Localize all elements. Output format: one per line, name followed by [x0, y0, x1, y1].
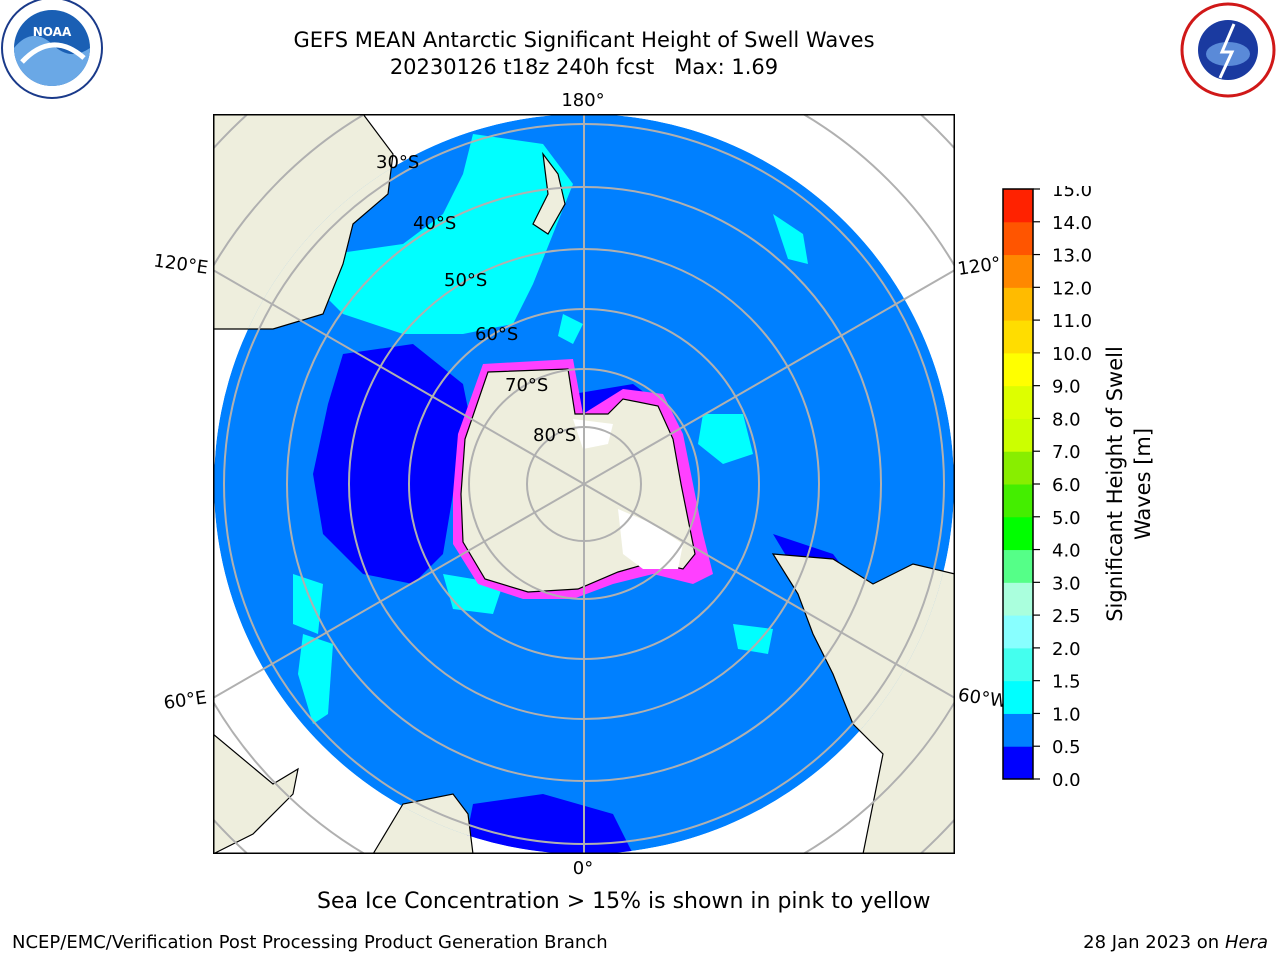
colorbar-tick-label: 15.0 — [1052, 186, 1092, 201]
chart-title-line1: GEFS MEAN Antarctic Significant Height o… — [293, 28, 875, 52]
footer-date-text: 28 Jan 2023 on — [1083, 932, 1225, 953]
colorbar-blocks — [1003, 189, 1033, 780]
colorbar-block — [1003, 451, 1033, 485]
new-zealand — [532, 151, 566, 235]
colorbar-label-line2: Waves [m] — [1131, 428, 1155, 540]
colorbar-tick-label: 4.0 — [1052, 541, 1081, 562]
chart-title-line2: 20230126 t18z 240h fcst Max: 1.69 — [389, 55, 779, 79]
lat-label-50s: 50°S — [444, 270, 487, 291]
colorbar-tick-label: 3.0 — [1052, 573, 1081, 594]
map-frame — [213, 114, 955, 854]
colorbar-tick-label: 11.0 — [1052, 311, 1092, 332]
colorbar-tick-label: 1.0 — [1052, 704, 1081, 725]
colorbar-tick-label: 10.0 — [1052, 344, 1092, 365]
colorbar-tick-label: 2.5 — [1052, 606, 1081, 627]
colorbar-block — [1003, 221, 1033, 256]
colorbar-block — [1003, 287, 1033, 321]
colorbar: 0.0 0.5 1.0 1.5 2.0 2.5 3.0 4.0 5.0 6.0 7.0 8.0 9.0 1… — [1002, 186, 1155, 786]
colorbar-block — [1003, 189, 1033, 223]
lon-label-60e: 60°E — [162, 687, 208, 714]
colorbar-block — [1003, 320, 1033, 354]
lat-label-70s: 70°S — [505, 375, 548, 396]
colorbar-tick-label: 14.0 — [1052, 213, 1092, 234]
sea-ice-weddell — [618, 509, 683, 569]
colorbar-block — [1003, 254, 1033, 288]
noaa-logo: NOAA — [1, 0, 103, 99]
footer-credit: NCEP/EMC/Verification Post Processing Pr… — [12, 932, 608, 953]
lon-label-180: 180° — [561, 90, 604, 111]
lon-label-120w: 120° — [956, 253, 1002, 280]
graticule — [213, 114, 955, 854]
colorbar-tick-label: 2.0 — [1052, 639, 1081, 660]
colorbar-block — [1003, 680, 1033, 714]
nws-logo — [1180, 2, 1276, 98]
colorbar-tick-label: 12.0 — [1052, 278, 1092, 299]
colorbar-tick-label: 5.0 — [1052, 508, 1081, 529]
colorbar-tick-label: 13.0 — [1052, 246, 1092, 267]
sea-ice-caption: Sea Ice Concentration > 15% is shown in … — [317, 889, 931, 914]
colorbar-block — [1003, 615, 1033, 649]
lat-label-30s: 30°S — [376, 152, 419, 173]
noaa-logo-text: NOAA — [33, 25, 72, 39]
colorbar-block — [1003, 352, 1033, 387]
colorbar-block — [1003, 746, 1033, 780]
colorbar-ticks: 0.0 0.5 1.0 1.5 2.0 2.5 3.0 4.0 5.0 6.0 7.0 8.0 9.0 1… — [1033, 186, 1092, 786]
colorbar-tick-label: 0.5 — [1052, 737, 1081, 758]
colorbar-label-line1: Significant Height of Swell — [1103, 346, 1127, 622]
colorbar-block — [1003, 713, 1033, 747]
colorbar-block — [1003, 549, 1033, 583]
lat-label-40s: 40°S — [413, 213, 456, 234]
polar-map: 30°S 40°S 50°S 60°S 70°S 80°S — [213, 114, 955, 854]
colorbar-block — [1003, 647, 1033, 682]
colorbar-tick-label: 6.0 — [1052, 475, 1081, 496]
colorbar-block — [1003, 582, 1033, 616]
lon-label-120e: 120°E — [152, 250, 209, 278]
moderate-swell-region — [313, 134, 573, 334]
footer-date: 28 Jan 2023 on Hera — [1083, 932, 1268, 953]
colorbar-tick-label: 7.0 — [1052, 442, 1081, 463]
colorbar-block — [1003, 516, 1033, 551]
lon-label-0: 0° — [573, 858, 593, 879]
colorbar-tick-label: 8.0 — [1052, 409, 1081, 430]
colorbar-block — [1003, 484, 1033, 518]
colorbar-tick-label: 1.5 — [1052, 672, 1081, 693]
colorbar-tick-label: 0.0 — [1052, 770, 1081, 786]
footer-machine: Hera — [1224, 932, 1268, 953]
lat-label-60s: 60°S — [475, 324, 518, 345]
colorbar-block — [1003, 418, 1033, 452]
colorbar-block — [1003, 385, 1033, 419]
lat-label-80s: 80°S — [533, 425, 576, 446]
colorbar-tick-label: 9.0 — [1052, 377, 1081, 398]
